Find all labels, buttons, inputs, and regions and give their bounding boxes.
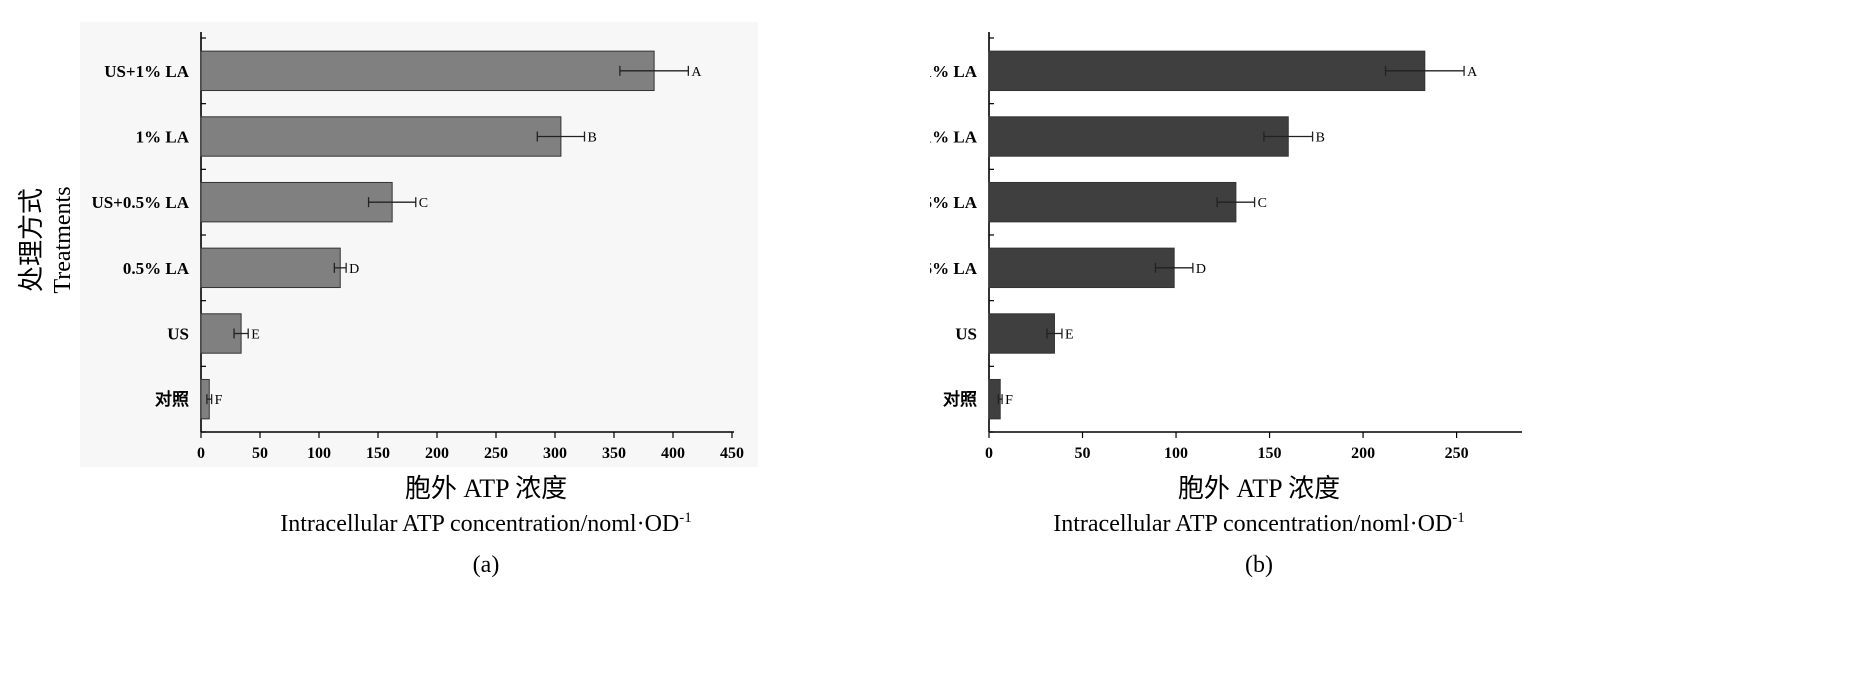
bar	[988, 116, 1289, 157]
bar	[988, 247, 1175, 289]
category-label: US	[955, 325, 977, 344]
category-label: US+0.5% LA	[930, 193, 978, 212]
plot-background	[80, 22, 758, 467]
category-label: 1% LA	[136, 128, 190, 147]
x-tick-label: 250	[1445, 445, 1469, 462]
category-label: US+1% LA	[930, 62, 978, 81]
category-label: 0.5% LA	[123, 259, 190, 278]
x-axis-label-en-main: Intracellular ATP concentration/noml·OD	[1053, 511, 1452, 537]
significance-letter: E	[251, 328, 260, 343]
bar	[200, 116, 562, 157]
x-tick-label: 400	[661, 445, 685, 462]
bar	[988, 50, 1426, 92]
significance-letter: A	[1467, 65, 1478, 80]
bar	[988, 313, 1055, 354]
y-axis-label-group: 处理方式 Treatments	[17, 186, 76, 293]
significance-letter: C	[1258, 196, 1267, 211]
category-label: US+0.5% LA	[91, 193, 189, 212]
significance-letter: B	[588, 131, 597, 146]
x-axis-label-superscript: -1	[679, 510, 692, 526]
bar	[200, 50, 655, 92]
x-axis-label-en-main: Intracellular ATP concentration/noml·OD	[280, 511, 679, 537]
significance-letter: A	[691, 65, 702, 80]
bar	[988, 181, 1237, 223]
panel-label: (a)	[473, 552, 500, 578]
x-tick-label: 150	[1258, 445, 1282, 462]
x-tick-label: 300	[543, 445, 567, 462]
chart-panel-a: 0 50 100 150 200 250 300 350 400 450 A US+1% LA B 1% …	[17, 22, 758, 578]
x-tick-label: 50	[252, 445, 268, 462]
x-tick-label: 50	[1075, 445, 1091, 462]
y-axis-label-en: Treatments	[50, 186, 76, 293]
category-label: 对照	[155, 389, 189, 409]
significance-letter: B	[1316, 131, 1325, 146]
x-tick-label: 350	[602, 445, 626, 462]
chart-panel-b: 0 50 100 150 200 250 A US+1% LA B 1% LA C US+0.5% L…	[930, 32, 1522, 578]
significance-letter: E	[1065, 328, 1074, 343]
x-tick-label: 250	[484, 445, 508, 462]
significance-letter: D	[1196, 262, 1206, 277]
x-tick-label: 200	[1351, 445, 1375, 462]
panel-label: (b)	[1245, 552, 1273, 578]
x-tick-label: 100	[307, 445, 331, 462]
bar	[200, 247, 341, 289]
category-label: US+1% LA	[104, 62, 190, 81]
significance-letter: C	[419, 196, 428, 211]
significance-letter: F	[1005, 393, 1013, 408]
x-axis-label-en: Intracellular ATP concentration/noml·OD-…	[1053, 510, 1465, 537]
significance-letter: F	[215, 393, 223, 408]
x-tick-label: 100	[1164, 445, 1188, 462]
category-label: 对照	[943, 389, 977, 409]
x-tick-label: 450	[720, 445, 744, 462]
x-tick-label: 0	[985, 445, 993, 462]
x-axis-label-en: Intracellular ATP concentration/noml·OD-…	[280, 510, 692, 537]
x-axis-label-cn: 胞外 ATP 浓度	[405, 474, 567, 503]
x-axis-label-cn: 胞外 ATP 浓度	[1178, 474, 1340, 503]
x-tick-label: 0	[197, 445, 205, 462]
category-label: 0.5% LA	[930, 259, 978, 278]
bar	[200, 181, 393, 223]
x-tick-label: 200	[425, 445, 449, 462]
x-tick-label: 150	[366, 445, 390, 462]
x-axis-label-superscript: -1	[1452, 510, 1465, 526]
significance-letter: D	[349, 262, 359, 277]
y-axis-label-cn: 处理方式	[17, 188, 46, 292]
category-label: US	[167, 325, 189, 344]
category-label: 1% LA	[930, 128, 978, 147]
